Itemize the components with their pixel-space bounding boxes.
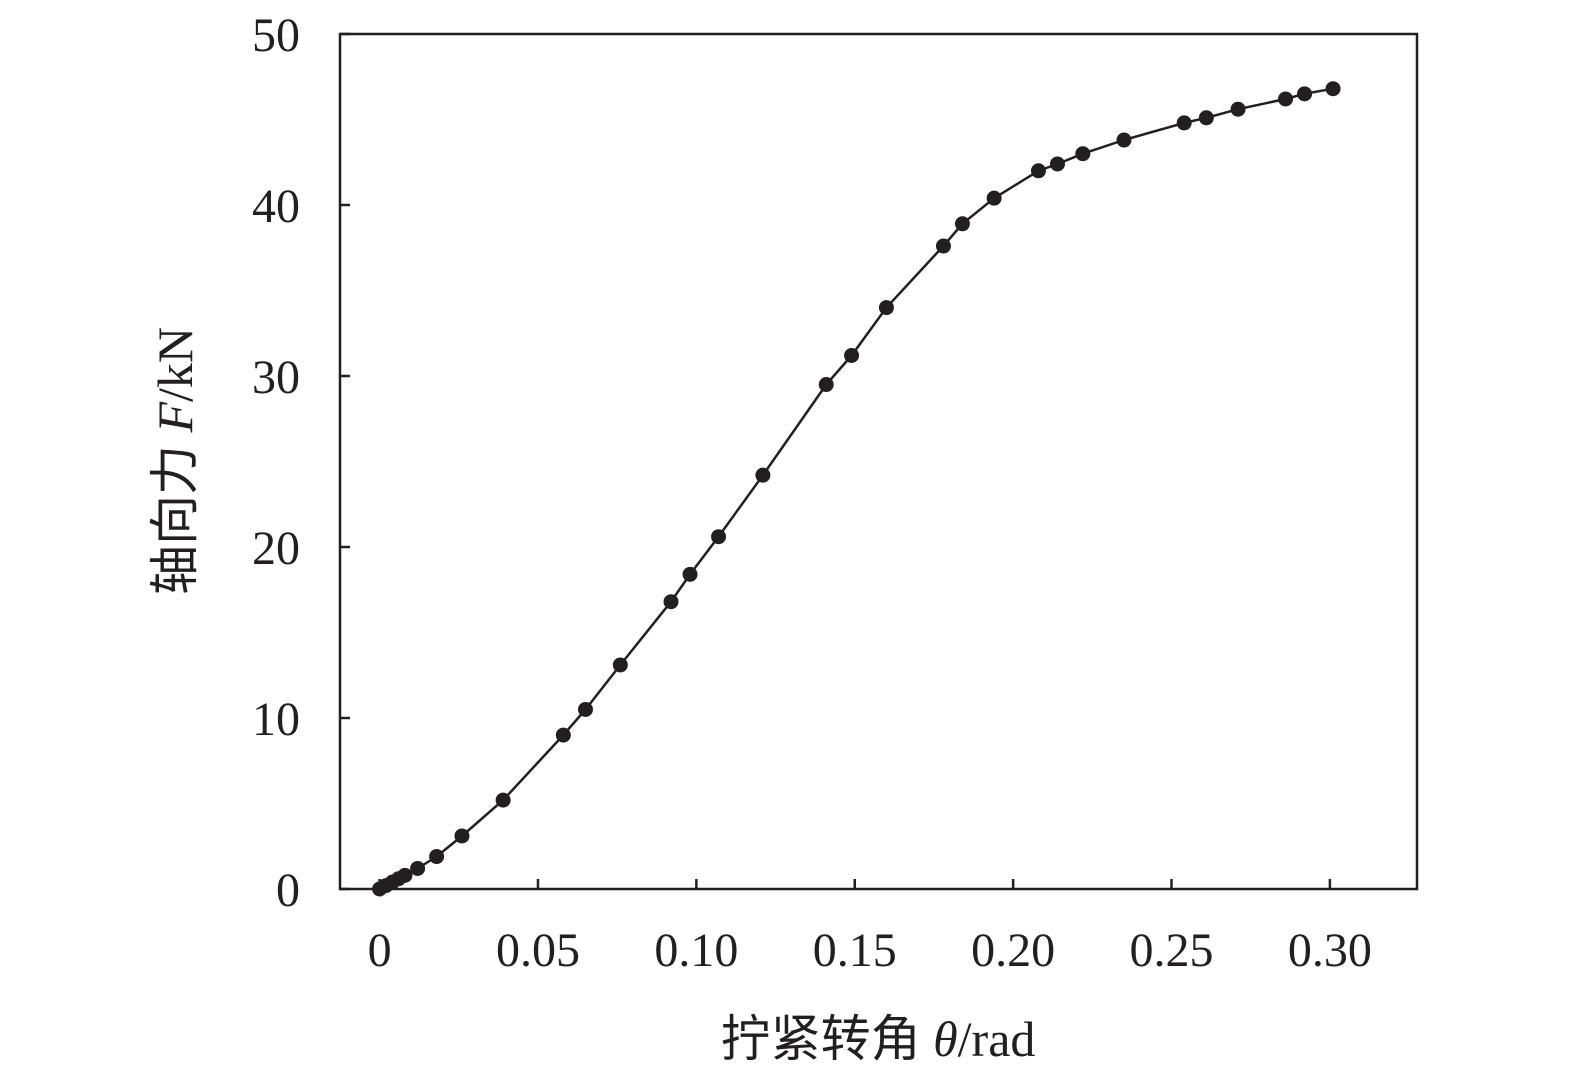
- data-point: [1278, 91, 1294, 107]
- data-point: [495, 792, 511, 808]
- y-tick-label: 10: [252, 693, 300, 746]
- data-point: [1049, 156, 1065, 172]
- x-axis-ticks: 0 0.05 0.10 0.15 0.20 0.25 0.30: [368, 879, 1372, 977]
- x-tick-label: 0.05: [496, 924, 580, 977]
- data-point: [682, 566, 698, 582]
- data-point: [711, 529, 727, 545]
- data-point: [844, 347, 860, 363]
- data-point: [1176, 115, 1192, 131]
- y-tick-label: 20: [252, 522, 300, 575]
- data-point: [410, 860, 426, 876]
- y-tick-label: 50: [252, 9, 300, 62]
- y-axis-title: 轴向力 F/kN: [147, 327, 203, 595]
- data-point: [1198, 110, 1214, 126]
- data-point: [935, 238, 951, 254]
- data-point: [878, 300, 894, 316]
- y-tick-label: 30: [252, 351, 300, 404]
- x-tick-label: 0.15: [813, 924, 897, 977]
- x-tick-label: 0.10: [654, 924, 738, 977]
- plot-frame: [338, 32, 1419, 891]
- data-point: [454, 828, 470, 844]
- data-point: [1075, 146, 1091, 162]
- data-point: [397, 867, 413, 883]
- data-point: [555, 727, 571, 743]
- data-point: [1230, 101, 1246, 117]
- data-point: [818, 377, 834, 393]
- x-tick-label: 0: [368, 924, 392, 977]
- data-point: [429, 849, 445, 865]
- y-axis-ticks: 0 10 20 30 40 50: [252, 9, 350, 917]
- series-layer: [372, 81, 1341, 897]
- y-tick-label: 0: [276, 864, 300, 917]
- data-point: [663, 594, 679, 610]
- x-tick-label: 0.25: [1130, 924, 1214, 977]
- data-point: [1297, 86, 1313, 102]
- data-point: [986, 190, 1002, 206]
- x-axis-title: 拧紧转角 θ/rad: [721, 1011, 1036, 1067]
- data-point: [954, 216, 970, 232]
- data-point: [1116, 132, 1132, 148]
- data-point: [1325, 81, 1341, 97]
- x-tick-label: 0.20: [971, 924, 1055, 977]
- data-point: [1030, 163, 1046, 179]
- x-tick-label: 0.30: [1288, 924, 1372, 977]
- y-tick-label: 40: [252, 180, 300, 233]
- data-point: [755, 467, 771, 483]
- data-point: [577, 701, 593, 717]
- series-line: [379, 87, 1334, 891]
- data-point: [612, 657, 628, 673]
